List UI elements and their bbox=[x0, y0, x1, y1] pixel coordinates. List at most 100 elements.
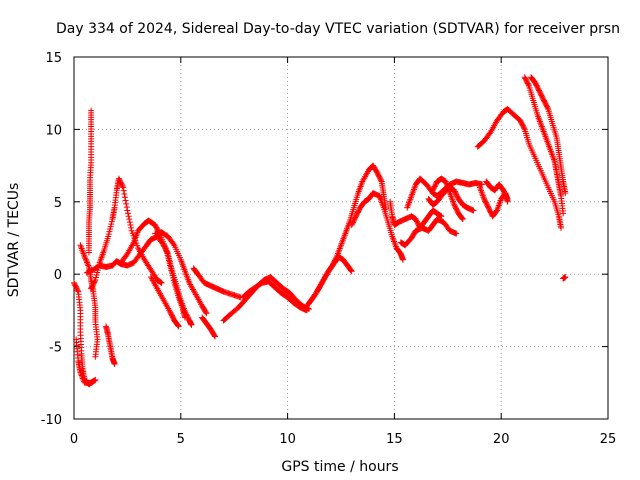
data-point bbox=[120, 184, 127, 191]
data-point bbox=[83, 258, 90, 265]
data-point bbox=[562, 190, 569, 197]
data-point bbox=[525, 81, 532, 88]
series-track-n bbox=[239, 278, 310, 314]
data-points bbox=[71, 74, 569, 388]
data-point bbox=[544, 104, 551, 111]
x-tick-label: 0 bbox=[70, 432, 78, 447]
series-track-x bbox=[483, 178, 511, 202]
data-point bbox=[122, 197, 129, 204]
data-point bbox=[84, 259, 91, 266]
data-point bbox=[558, 224, 565, 231]
data-point bbox=[92, 353, 99, 360]
data-point bbox=[79, 375, 86, 382]
axis-ticks bbox=[73, 56, 609, 420]
data-point bbox=[84, 261, 91, 268]
series-track-h bbox=[117, 217, 189, 321]
data-point bbox=[111, 360, 118, 367]
data-point bbox=[82, 256, 89, 263]
data-point bbox=[125, 210, 132, 217]
data-point bbox=[88, 107, 95, 114]
data-point bbox=[121, 194, 128, 201]
data-point bbox=[203, 310, 210, 317]
y-tick-label: 0 bbox=[54, 268, 62, 283]
data-point bbox=[202, 309, 209, 316]
data-point bbox=[91, 278, 98, 285]
data-point bbox=[459, 216, 466, 223]
series-track-p bbox=[305, 253, 355, 307]
x-tick-label: 5 bbox=[177, 432, 185, 447]
data-point bbox=[127, 221, 134, 228]
data-point bbox=[79, 374, 86, 381]
data-point bbox=[77, 369, 84, 376]
data-point bbox=[123, 200, 130, 207]
data-point bbox=[459, 215, 466, 222]
series-track-d bbox=[103, 323, 118, 367]
data-point bbox=[128, 224, 135, 231]
series-track-r bbox=[387, 198, 445, 231]
y-tick-label: 15 bbox=[45, 51, 62, 66]
x-axis-title: GPS time / hours bbox=[281, 459, 398, 475]
data-point bbox=[348, 267, 355, 274]
data-point bbox=[125, 213, 132, 220]
data-point bbox=[85, 262, 92, 269]
data-point bbox=[470, 207, 477, 214]
data-point bbox=[399, 256, 406, 263]
data-point bbox=[170, 240, 177, 247]
series-track-s bbox=[397, 216, 460, 249]
series-track-e-burst bbox=[85, 107, 95, 256]
x-tick-label: 20 bbox=[493, 432, 510, 447]
series-track-k bbox=[190, 265, 244, 301]
series-track-v bbox=[429, 175, 466, 223]
data-point bbox=[74, 287, 81, 294]
series-track-aa bbox=[528, 74, 569, 197]
data-point bbox=[119, 183, 126, 190]
series-track-q bbox=[348, 190, 406, 263]
series-track-i bbox=[152, 229, 210, 317]
data-point bbox=[78, 371, 85, 378]
data-point bbox=[126, 219, 133, 226]
data-point bbox=[182, 314, 189, 321]
y-tick-labels: -10 -5 0 5 10 15 bbox=[41, 51, 62, 428]
data-point bbox=[126, 216, 133, 223]
data-point bbox=[560, 210, 567, 217]
y-tick-label: -5 bbox=[49, 341, 62, 356]
plot-frame bbox=[73, 56, 609, 420]
data-point bbox=[211, 333, 218, 340]
data-point bbox=[211, 332, 218, 339]
data-point bbox=[503, 194, 510, 201]
data-point bbox=[562, 274, 569, 281]
data-point bbox=[124, 207, 131, 214]
series-track-u bbox=[425, 184, 477, 214]
x-tick-labels: 0 5 10 15 20 25 bbox=[70, 432, 616, 447]
series-track-ab bbox=[560, 274, 569, 282]
data-point bbox=[120, 187, 127, 194]
data-point bbox=[504, 195, 511, 202]
series-track-y bbox=[474, 106, 565, 231]
data-point bbox=[81, 253, 88, 260]
data-point bbox=[175, 322, 182, 329]
y-axis-title: SDTVAR / TECUs bbox=[6, 183, 22, 298]
data-point bbox=[188, 321, 195, 328]
data-point bbox=[158, 279, 165, 286]
series-track-l bbox=[199, 314, 218, 340]
chart-title: Day 334 of 2024, Sidereal Day-to-day VTE… bbox=[56, 21, 620, 37]
y-tick-label: 5 bbox=[54, 196, 62, 211]
series-track-z bbox=[521, 74, 567, 217]
data-point bbox=[82, 255, 89, 262]
data-point bbox=[123, 204, 130, 211]
data-point bbox=[92, 376, 99, 383]
data-point bbox=[453, 230, 460, 237]
x-tick-label: 15 bbox=[386, 432, 403, 447]
x-tick-label: 10 bbox=[279, 432, 296, 447]
series-track-b bbox=[73, 336, 99, 386]
x-tick-label: 25 bbox=[600, 432, 617, 447]
data-point bbox=[78, 372, 85, 379]
data-point bbox=[175, 323, 182, 330]
y-tick-label: -10 bbox=[41, 413, 62, 428]
data-point bbox=[121, 190, 128, 197]
series-track-j bbox=[147, 274, 182, 330]
data-point bbox=[348, 268, 355, 275]
data-point bbox=[521, 125, 528, 132]
data-point bbox=[377, 177, 384, 184]
